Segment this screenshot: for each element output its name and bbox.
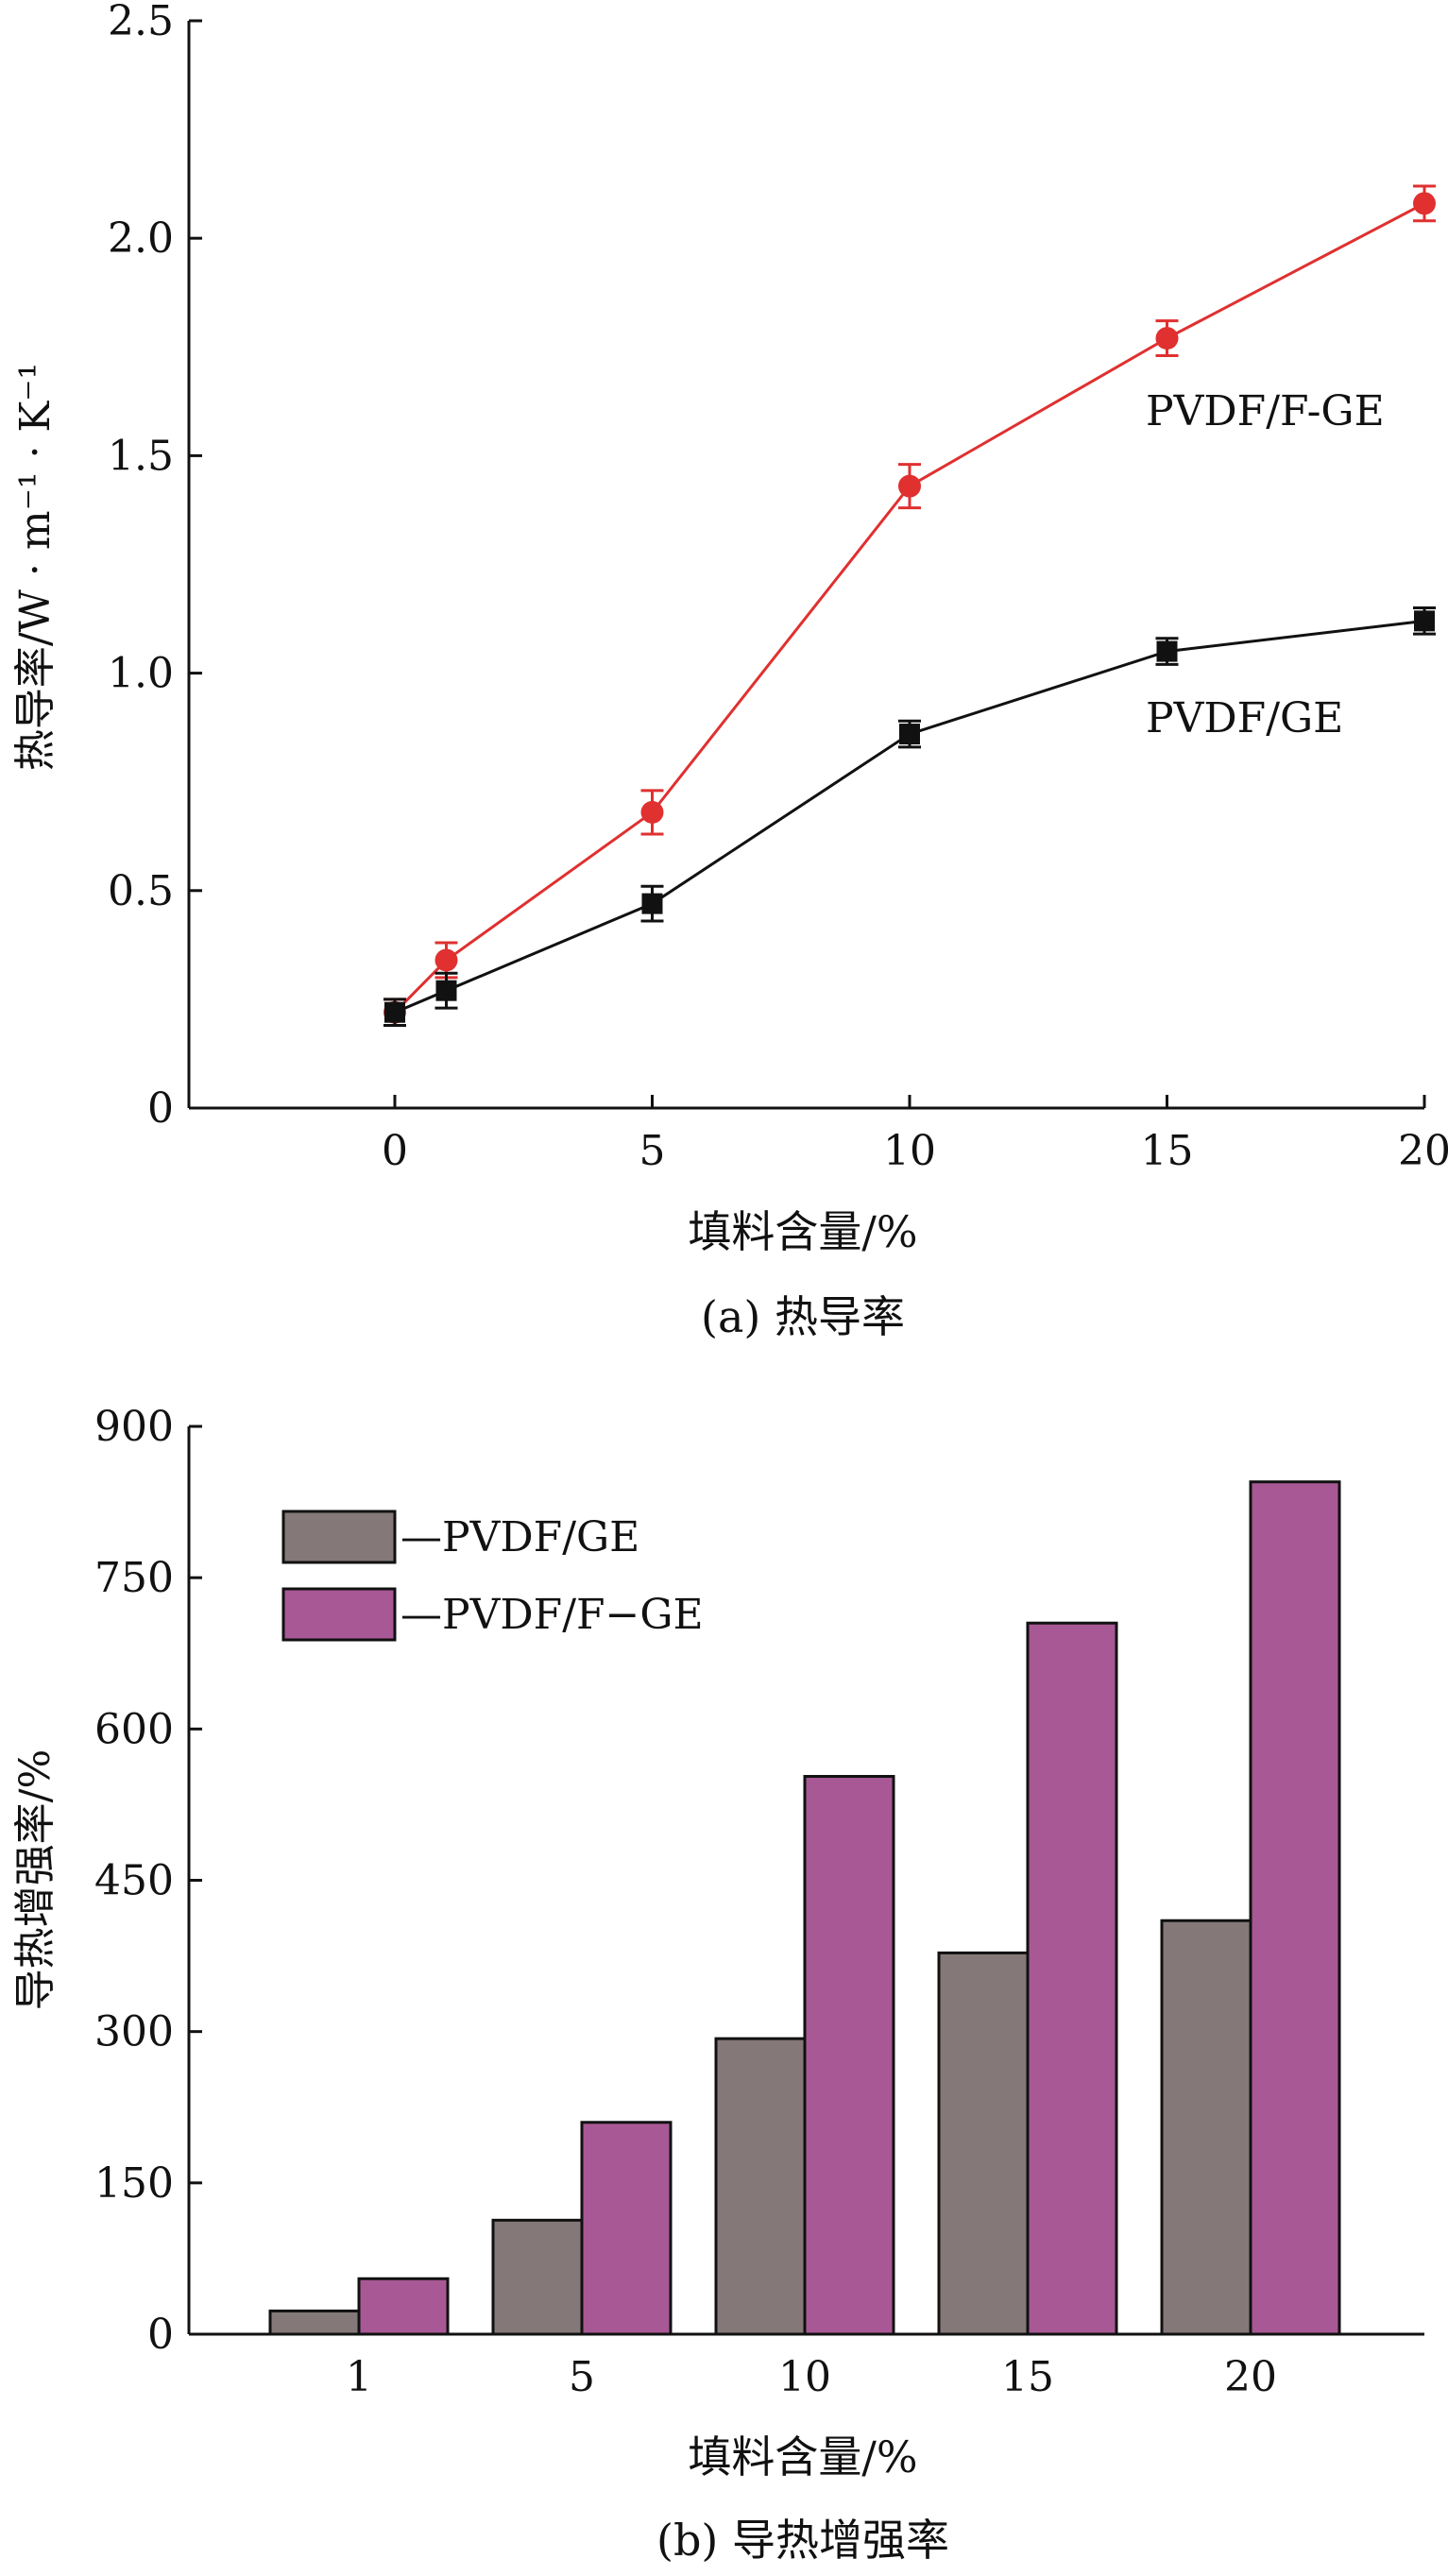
data-point bbox=[1155, 327, 1179, 350]
chart-b-y-tick-label: 0 bbox=[147, 2311, 174, 2359]
data-point bbox=[1156, 640, 1178, 662]
chart-a-x-tick-label: 5 bbox=[639, 1127, 666, 1175]
chart-b-y-tick-label: 150 bbox=[94, 2159, 174, 2208]
data-point bbox=[898, 474, 921, 498]
bar-fge bbox=[803, 1775, 895, 2336]
data-point bbox=[899, 724, 920, 745]
chart-a-y-tick-label: 0 bbox=[147, 1084, 174, 1133]
chart-a-y-tick-label: 1.0 bbox=[108, 650, 174, 698]
chart-a-thermal-conductivity: 0 0.5 1.0 1.5 2.0 2.5 0 5 10 15 20 PVDF/F-GE PVDF… bbox=[11, 0, 1448, 1342]
bar-ge bbox=[268, 2309, 361, 2336]
chart-a-caption: (a) 热导率 bbox=[701, 1291, 905, 1342]
chart-a-label-fge: PVDF/F-GE bbox=[1146, 387, 1385, 435]
bar-fge bbox=[357, 2277, 450, 2336]
data-point bbox=[435, 980, 457, 1001]
chart-a-label-ge: PVDF/GE bbox=[1146, 694, 1343, 742]
data-point bbox=[434, 948, 458, 972]
chart-a-y-tick-label: 2.0 bbox=[108, 214, 174, 263]
chart-a-x-tick-label: 10 bbox=[883, 1127, 936, 1175]
chart-b-y-tick-label: 600 bbox=[94, 1705, 174, 1753]
chart-b-x-tick-label: 10 bbox=[778, 2353, 831, 2401]
bar-fge bbox=[1249, 1480, 1341, 2336]
chart-a-x-tick-label: 15 bbox=[1141, 1127, 1194, 1175]
chart-a-series-line bbox=[394, 619, 1425, 1015]
chart-b-caption: (b) 导热增强率 bbox=[656, 2515, 949, 2566]
chart-b-y-tick-label: 450 bbox=[94, 1857, 174, 1905]
chart-b-legend: —PVDF/GE —PVDF/F−GE bbox=[281, 1510, 704, 1642]
chart-a-x-tick-label: 20 bbox=[1398, 1127, 1448, 1175]
chart-b-y-tick-label: 750 bbox=[94, 1554, 174, 1602]
chart-a-series-line bbox=[393, 202, 1425, 1014]
bar-ge bbox=[714, 2037, 807, 2336]
legend-swatch-ge bbox=[281, 1510, 397, 1564]
chart-b-x-tick-label: 1 bbox=[346, 2353, 372, 2401]
data-point bbox=[641, 893, 663, 914]
chart-a-x-axis-label: 填料含量/% bbox=[688, 1206, 917, 1257]
chart-b-x-tick-label: 15 bbox=[1001, 2353, 1054, 2401]
data-point bbox=[1413, 192, 1436, 215]
chart-a-series-fge bbox=[383, 184, 1436, 1028]
chart-a-y-tick-label: 0.5 bbox=[108, 867, 174, 915]
legend-label-fge: —PVDF/F−GE bbox=[400, 1591, 704, 1639]
data-point bbox=[1414, 610, 1435, 632]
chart-a-series-ge bbox=[383, 606, 1436, 1028]
data-point bbox=[384, 1001, 405, 1023]
bar-fge bbox=[1026, 1621, 1118, 2336]
data-point bbox=[640, 800, 664, 824]
chart-a-y-axis-label: 热导率/W · m⁻¹ · K⁻¹ bbox=[11, 363, 60, 771]
chart-a-y-tick-label: 1.5 bbox=[108, 432, 174, 480]
chart-b-y-tick-label: 900 bbox=[94, 1403, 174, 1451]
bar-ge bbox=[491, 2218, 584, 2336]
bar-ge bbox=[937, 1951, 1030, 2336]
legend-label-ge: —PVDF/GE bbox=[400, 1513, 639, 1561]
chart-a-y-tick-label: 2.5 bbox=[108, 0, 174, 45]
chart-b-x-tick-label: 20 bbox=[1224, 2353, 1277, 2401]
chart-b-x-axis-label: 填料含量/% bbox=[688, 2431, 917, 2482]
chart-b-y-axis-label: 导热增强率/% bbox=[11, 1749, 60, 2011]
chart-b-y-tick-label: 300 bbox=[94, 2008, 174, 2056]
bar-fge bbox=[580, 2121, 673, 2336]
chart-a-x-tick-label: 0 bbox=[382, 1127, 408, 1175]
legend-swatch-fge bbox=[281, 1587, 397, 1642]
bar-ge bbox=[1160, 1919, 1252, 2336]
chart-b-x-tick-label: 5 bbox=[569, 2353, 595, 2401]
